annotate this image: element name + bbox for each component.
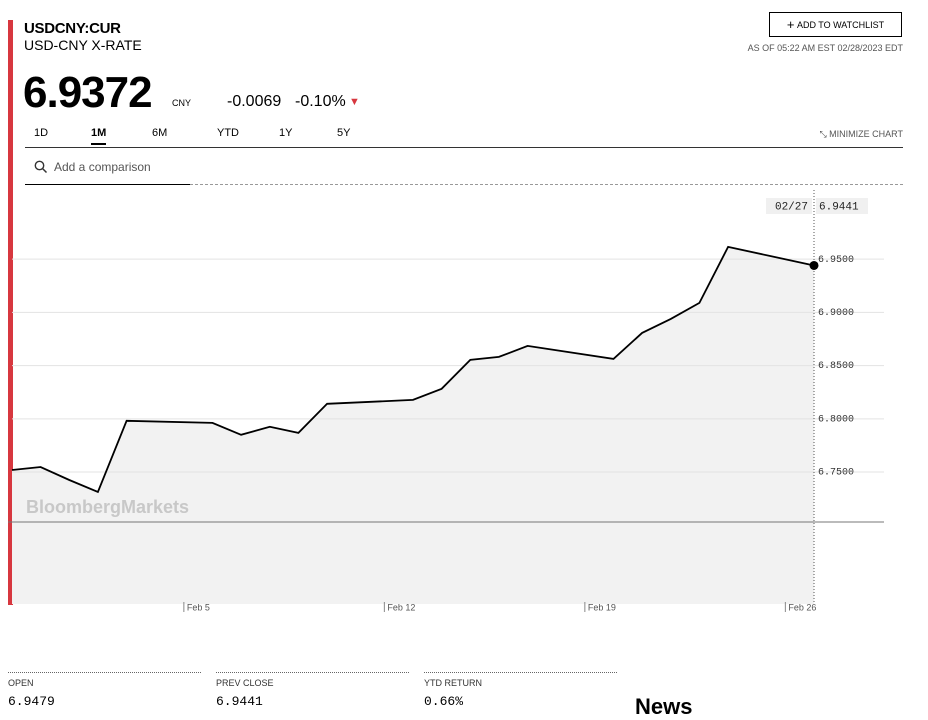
y-tick-label: 6.9500 bbox=[818, 255, 854, 266]
stat: YTD RETURN 0.66% bbox=[424, 672, 617, 709]
instrument-name: USD-CNY X-RATE bbox=[24, 37, 142, 53]
y-tick-label: 6.8500 bbox=[818, 361, 854, 372]
minimize-chart[interactable]: ⤡ MINIMIZE CHART bbox=[819, 129, 903, 139]
range-tab[interactable]: 5Y bbox=[337, 127, 351, 139]
search-placeholder: Add a comparison bbox=[54, 160, 151, 174]
x-tick-label: Feb 26 bbox=[788, 602, 816, 612]
range-tab[interactable]: 1M bbox=[91, 127, 107, 145]
ticker: USDCNY:CUR bbox=[24, 20, 121, 37]
y-tick-label: 6.8000 bbox=[818, 414, 854, 425]
change-percent: -0.10% bbox=[295, 93, 346, 110]
comparison-search[interactable]: Add a comparison bbox=[25, 150, 190, 185]
minimize-label: MINIMIZE CHART bbox=[829, 129, 903, 139]
price-line bbox=[11, 245, 815, 494]
search-icon bbox=[34, 160, 48, 174]
currency: CNY bbox=[172, 98, 192, 108]
down-arrow: ▼ bbox=[349, 96, 360, 108]
crosshair-value: 6.9441 bbox=[819, 201, 859, 213]
crosshair-date: 02/27 bbox=[775, 201, 808, 213]
stat-value: 0.66% bbox=[424, 694, 464, 709]
stat: PREV CLOSE 6.9441 bbox=[216, 672, 409, 709]
range-tab[interactable]: 1Y bbox=[279, 127, 293, 139]
stat: OPEN 6.9479 bbox=[8, 672, 201, 709]
last-point bbox=[809, 260, 819, 270]
price: 6.9372 bbox=[23, 68, 153, 117]
x-tick-label: Feb 12 bbox=[387, 602, 415, 612]
stat-value: 6.9441 bbox=[216, 694, 263, 709]
stat-label: PREV CLOSE bbox=[216, 678, 274, 688]
watchlist-label: ADD TO WATCHLIST bbox=[796, 20, 885, 30]
y-tick-label: 6.9000 bbox=[818, 308, 854, 319]
x-tick-label: Feb 5 bbox=[187, 602, 210, 612]
chart: 6.7500 6.8000 6.8500 6.9000 6.9500 BloombergM… bbox=[8, 190, 884, 612]
y-tick-label: 6.7500 bbox=[818, 468, 854, 479]
crosshair-date-box bbox=[766, 198, 812, 214]
stat-value: 6.9479 bbox=[8, 694, 55, 709]
range-tab[interactable]: 6M bbox=[152, 127, 168, 139]
crosshair-value-box bbox=[816, 198, 868, 214]
area bbox=[12, 246, 814, 604]
stat-label: OPEN bbox=[8, 678, 34, 688]
timestamp: AS OF 05:22 AM EST 02/28/2023 EDT bbox=[747, 43, 903, 53]
x-tick-label: Feb 19 bbox=[588, 602, 616, 612]
accent-bar bbox=[8, 20, 13, 605]
search-divider bbox=[190, 184, 903, 185]
range-tab[interactable]: 1D bbox=[34, 127, 49, 139]
change: -0.0069 bbox=[227, 93, 282, 110]
stat-label: YTD RETURN bbox=[424, 678, 482, 688]
watchlist-button[interactable]: + ADD TO WATCHLIST bbox=[769, 12, 902, 37]
news-heading: News bbox=[635, 694, 693, 719]
tabs-divider bbox=[25, 147, 903, 148]
range-tab[interactable]: YTD bbox=[217, 127, 239, 139]
watermark: BloombergMarkets bbox=[26, 497, 189, 517]
